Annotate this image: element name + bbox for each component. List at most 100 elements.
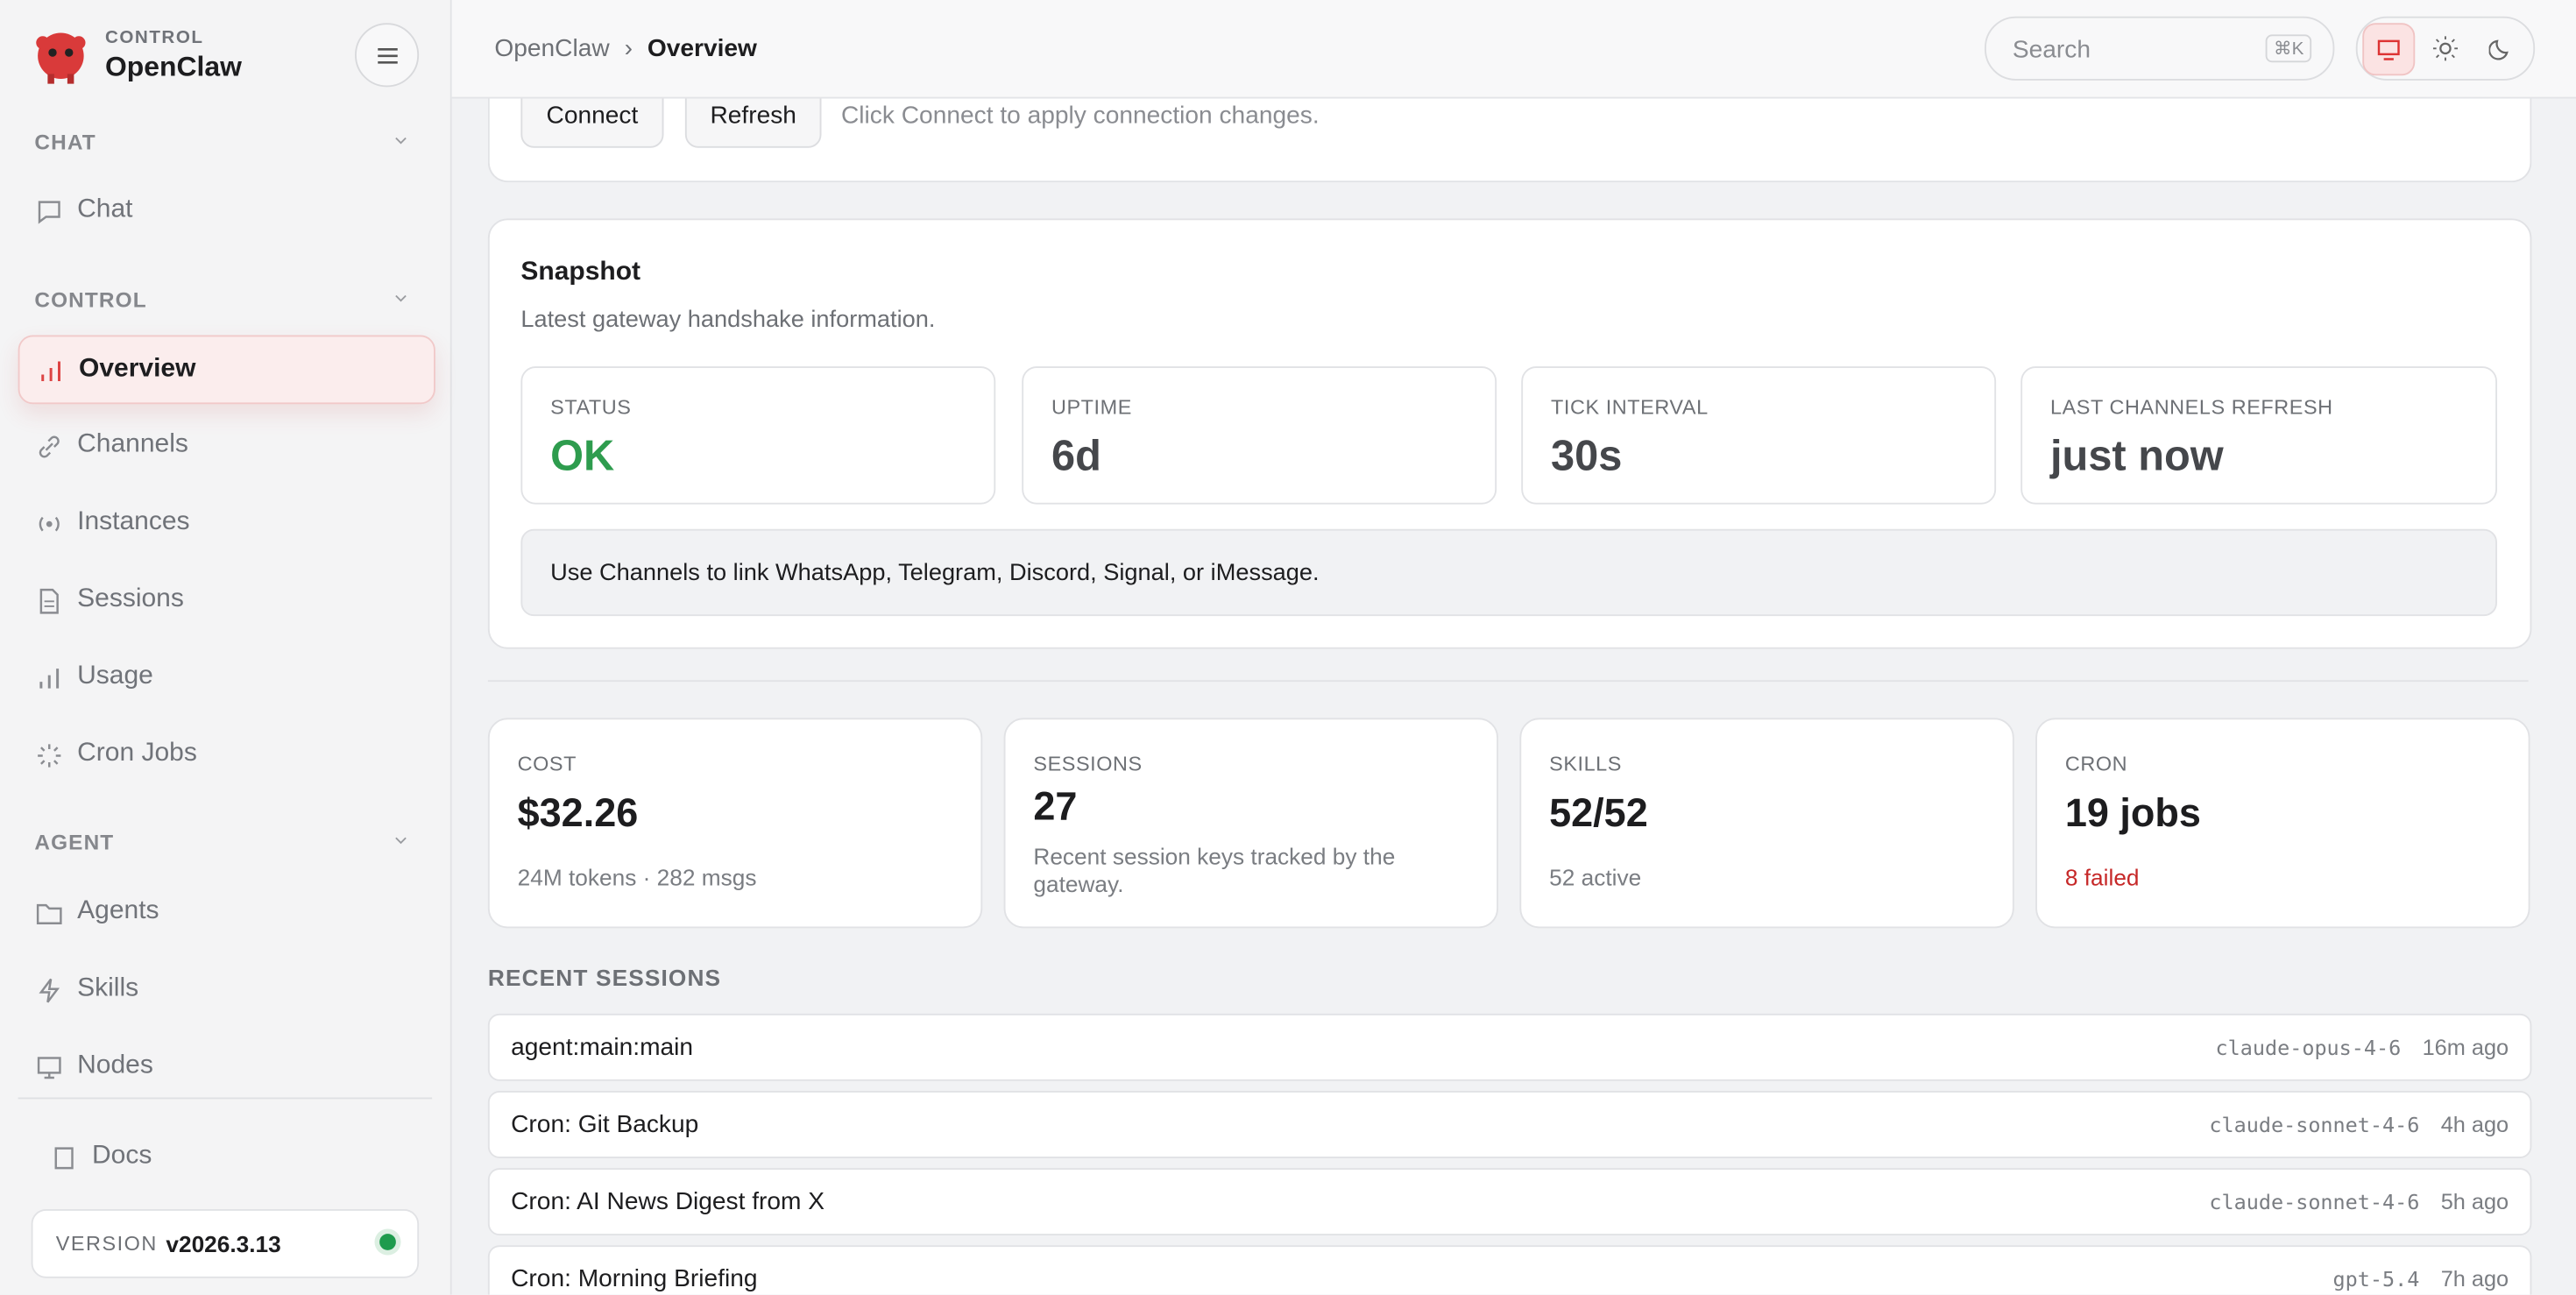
- nav-label: Skills: [77, 973, 139, 1002]
- crumb: Overview: [647, 34, 757, 63]
- nav-item[interactable]: Usage: [18, 644, 433, 710]
- logo: [36, 32, 86, 84]
- metric-value: 19 jobs: [2064, 791, 2201, 837]
- stat-label: LAST CHANNELS REFRESH: [2050, 395, 2333, 420]
- group-label[interactable]: CHAT: [34, 130, 96, 155]
- stat-box: LAST CHANNELS REFRESH just now: [2020, 366, 2497, 505]
- nav-label: Docs: [92, 1142, 152, 1170]
- nav-item[interactable]: Chat: [18, 178, 433, 244]
- stat-label: UPTIME: [1051, 395, 1132, 420]
- metric-value: $32.26: [517, 791, 639, 837]
- shortcut: ⌘K: [2265, 34, 2312, 63]
- breadcrumb: OpenClaw › Overview: [494, 34, 757, 62]
- session-row[interactable]: Cron: Git Backup claude-sonnet-4-6 4h ago: [487, 1091, 2532, 1158]
- connection-card: Connect Refresh Click Connect to apply c…: [487, 49, 2532, 183]
- metric-card: SKILLS 52/52 52 active: [1519, 718, 2014, 929]
- sidebar: CONTROL OpenClaw CHAT Chat CONTROL Overv…: [0, 0, 452, 1295]
- metric-label: SESSIONS: [1033, 752, 1143, 775]
- nav-item[interactable]: Sessions: [18, 567, 433, 633]
- metric-card: CRON 19 jobs 8 failed: [2035, 718, 2530, 929]
- nav-label: Usage: [77, 662, 153, 690]
- session-age: 16m ago: [2422, 1035, 2509, 1060]
- metric-sub: 8 failed: [2064, 864, 2140, 891]
- session-age: 7h ago: [2440, 1266, 2509, 1291]
- session-name: agent:main:main: [511, 1033, 694, 1062]
- session-row[interactable]: Cron: AI News Digest from X claude-sonnet…: [487, 1168, 2532, 1235]
- version-label: VERSION: [55, 1232, 158, 1256]
- metric-sub: 52 active: [1549, 864, 1642, 891]
- session-model: claude-sonnet-4-6: [2209, 1189, 2420, 1214]
- session-name: Cron: AI News Digest from X: [511, 1187, 825, 1216]
- stat-box: TICK INTERVAL 30s: [1521, 366, 1997, 505]
- stat-value: 6d: [1051, 430, 1101, 480]
- session-row[interactable]: agent:main:main claude-opus-4-6 16m ago: [487, 1013, 2532, 1081]
- nav-label: Sessions: [77, 584, 184, 613]
- brand-name: OpenClaw: [105, 51, 242, 82]
- theme-dark[interactable]: [2488, 36, 2514, 60]
- chevron: [395, 837, 407, 845]
- version-value: v2026.3.13: [166, 1230, 281, 1257]
- session-age: 4h ago: [2440, 1112, 2509, 1137]
- chevron: [395, 137, 407, 145]
- nav-item[interactable]: Skills: [18, 956, 433, 1022]
- metric-value: 52/52: [1549, 791, 1648, 837]
- nav-label: Agents: [77, 896, 159, 925]
- nav-label: Nodes: [77, 1051, 153, 1079]
- stat-label: TICK INTERVAL: [1551, 395, 1709, 420]
- search-placeholder: Search: [2012, 36, 2091, 65]
- docs-link[interactable]: Docs: [33, 1124, 418, 1190]
- group-label[interactable]: CONTROL: [34, 287, 147, 313]
- stat-value: 30s: [1551, 430, 1623, 480]
- session-row[interactable]: Cron: Morning Briefing gpt-5.4 7h ago: [487, 1245, 2532, 1295]
- session-model: gpt-5.4: [2332, 1266, 2420, 1291]
- stat-value: OK: [550, 430, 615, 480]
- note-text: Use Channels to link WhatsApp, Telegram,…: [550, 560, 1320, 587]
- metric-value: 27: [1033, 785, 1078, 830]
- brand-kicker: CONTROL: [105, 27, 204, 48]
- theme-light[interactable]: [2432, 36, 2458, 61]
- nav-label: Chat: [77, 195, 133, 223]
- crumb-separator: ›: [624, 34, 633, 63]
- metric-sub: 24M tokens · 282 msgs: [517, 864, 757, 891]
- version-box: VERSION v2026.3.13: [31, 1209, 420, 1278]
- nav-item[interactable]: Agents: [18, 879, 433, 945]
- section-title: RECENT SESSIONS: [487, 964, 722, 991]
- metric-card: COST $32.26 24M tokens · 282 msgs: [487, 718, 983, 929]
- connection-hint: Click Connect to apply connection change…: [841, 102, 1320, 131]
- nav-item[interactable]: Nodes: [18, 1033, 433, 1099]
- metric-sub: Recent session keys tracked by the gatew…: [1033, 842, 1396, 897]
- nav-item[interactable]: Channels: [18, 413, 433, 478]
- nav-item[interactable]: Overview: [18, 335, 435, 405]
- metric-label: CRON: [2064, 752, 2128, 775]
- session-model: claude-opus-4-6: [2215, 1035, 2402, 1060]
- theme-system[interactable]: [2362, 23, 2416, 76]
- crumb[interactable]: OpenClaw: [494, 34, 610, 63]
- chevron: [395, 294, 407, 302]
- snapshot-subtitle: Latest gateway handshake information.: [520, 307, 936, 334]
- nav-item[interactable]: Cron Jobs: [18, 721, 433, 787]
- metric-label: SKILLS: [1549, 752, 1623, 775]
- divider: [487, 680, 2529, 683]
- nav-label: Overview: [79, 355, 196, 383]
- divider: [18, 1097, 433, 1100]
- metric-card: SESSIONS 27 Recent session keys tracked by…: [1003, 718, 1498, 929]
- session-model: claude-sonnet-4-6: [2209, 1112, 2420, 1137]
- nav-label: Channels: [77, 430, 188, 459]
- stat-label: STATUS: [550, 395, 632, 420]
- topbar: OpenClaw › Overview Search ⌘K: [451, 0, 2576, 99]
- nav-label: Instances: [77, 507, 190, 536]
- session-name: Cron: Morning Briefing: [511, 1264, 758, 1293]
- snapshot-note: Use Channels to link WhatsApp, Telegram,…: [520, 528, 2497, 617]
- snapshot-title: Snapshot: [520, 258, 641, 287]
- search-box[interactable]: Search ⌘K: [1985, 16, 2335, 81]
- nav-label: Cron Jobs: [77, 739, 197, 768]
- menu-button[interactable]: [355, 23, 420, 88]
- status-dot: [379, 1234, 396, 1250]
- stat-box: STATUS OK: [520, 366, 996, 505]
- group-label[interactable]: AGENT: [34, 829, 115, 854]
- nav-item[interactable]: Instances: [18, 490, 433, 556]
- theme-switch: [2355, 16, 2536, 81]
- metric-label: COST: [517, 752, 577, 775]
